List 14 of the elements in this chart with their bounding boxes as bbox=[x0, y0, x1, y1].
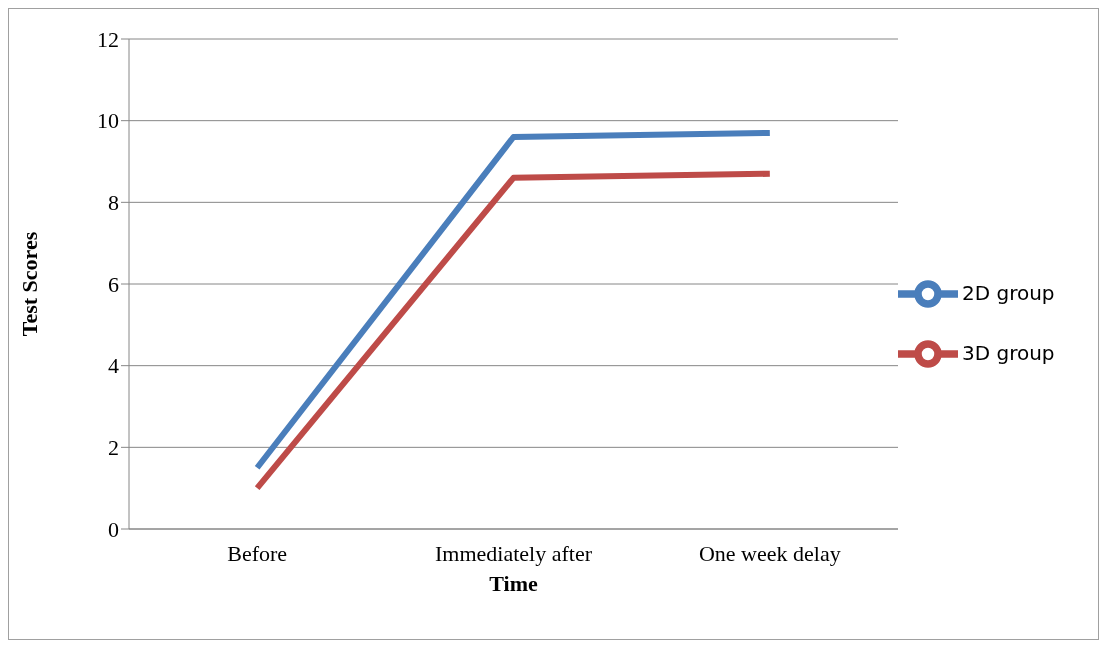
y-tick-label: 10 bbox=[97, 108, 119, 134]
y-axis-title: Test Scores bbox=[16, 231, 42, 337]
x-tick-label: Before bbox=[227, 540, 288, 566]
x-tick-label: Immediately after bbox=[435, 540, 593, 566]
y-tick-label: 2 bbox=[108, 435, 119, 461]
legend-label: 2D group bbox=[962, 280, 1055, 305]
y-tick-label: 12 bbox=[97, 26, 119, 52]
y-tick-label: 0 bbox=[108, 516, 119, 542]
x-axis-title: Time bbox=[489, 571, 538, 596]
y-tick-label: 8 bbox=[108, 190, 119, 216]
x-tick-label: One week delay bbox=[698, 540, 841, 566]
y-tick-label: 4 bbox=[108, 353, 119, 379]
y-tick-label: 6 bbox=[108, 271, 119, 297]
legend-label: 3D group bbox=[962, 340, 1055, 365]
